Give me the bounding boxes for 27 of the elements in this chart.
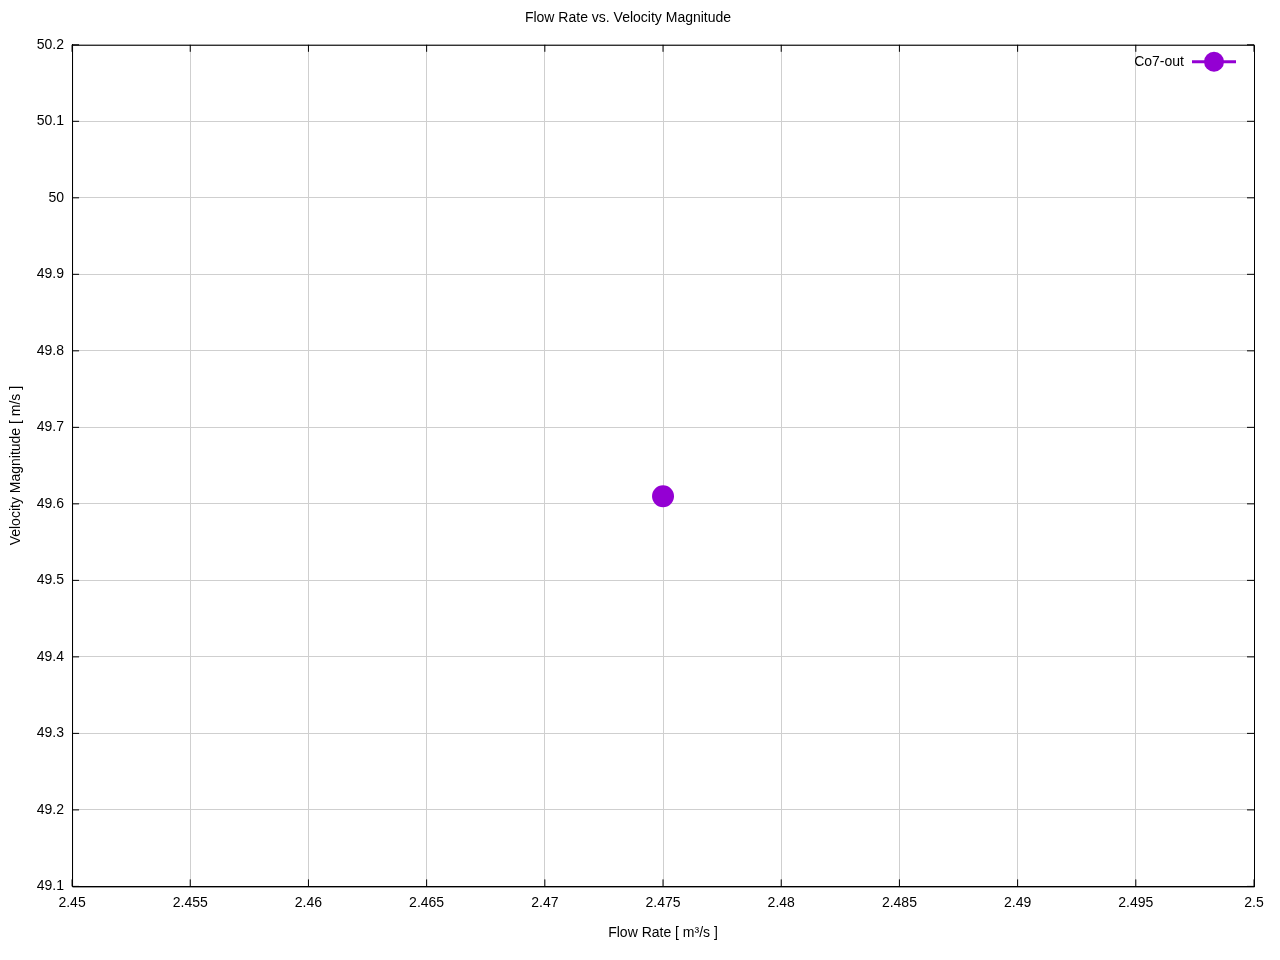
legend-label: Co7-out bbox=[1134, 52, 1185, 69]
y-axis-title: Velocity Magnitude [ m/s ] bbox=[7, 385, 24, 546]
x-tick-label: 2.46 bbox=[294, 893, 323, 910]
y-tick-label: 49.1 bbox=[36, 877, 65, 894]
x-tick-label: 2.48 bbox=[767, 893, 796, 910]
y-tick-label: 49.8 bbox=[36, 341, 65, 358]
x-tick-label: 2.495 bbox=[1118, 893, 1154, 910]
x-tick-label: 2.49 bbox=[1003, 893, 1032, 910]
x-tick-label: 2.475 bbox=[645, 893, 681, 910]
y-tick-label: 49.3 bbox=[36, 724, 65, 741]
y-tick-label: 49.5 bbox=[36, 571, 65, 588]
y-tick-label: 50.1 bbox=[36, 112, 65, 129]
y-tick-label: 49.6 bbox=[36, 494, 65, 511]
x-tick-label: 2.455 bbox=[172, 893, 208, 910]
x-tick-label: 2.5 bbox=[1244, 893, 1264, 910]
y-tick-label: 49.4 bbox=[36, 647, 65, 664]
x-tick-label: 2.47 bbox=[531, 893, 559, 910]
y-tick-label: 49.7 bbox=[36, 418, 65, 435]
x-tick-label: 2.485 bbox=[881, 893, 918, 910]
chart-title: Flow Rate vs. Velocity Magnitude bbox=[524, 9, 732, 26]
x-tick-label: 2.465 bbox=[409, 893, 445, 910]
y-tick-label: 49.9 bbox=[36, 265, 65, 282]
y-tick-label: 50 bbox=[48, 188, 65, 205]
x-tick-label: 2.45 bbox=[58, 893, 86, 910]
y-tick-label: 49.2 bbox=[36, 800, 65, 817]
y-tick-label: 50.2 bbox=[36, 35, 65, 52]
x-axis-title: Flow Rate [ m³/s ] bbox=[608, 924, 718, 941]
